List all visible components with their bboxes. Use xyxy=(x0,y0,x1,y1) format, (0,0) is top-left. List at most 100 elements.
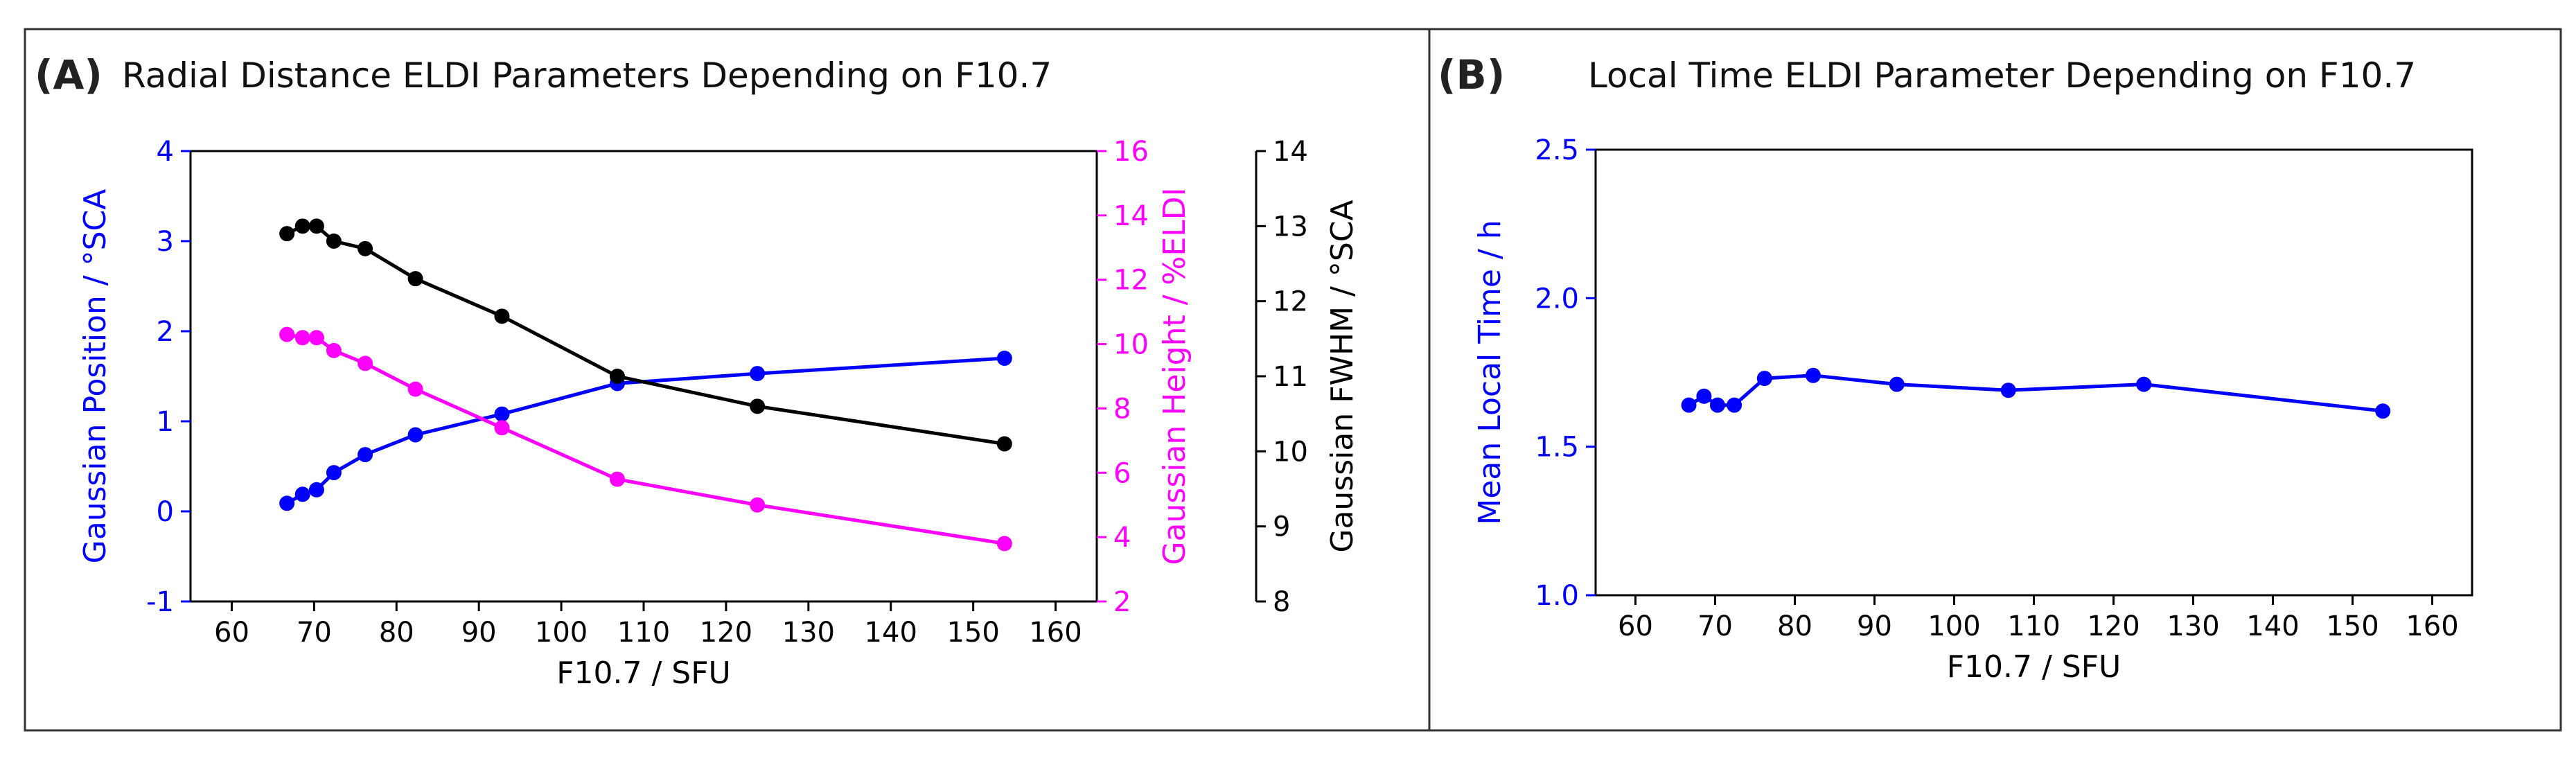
y-tick-label: 6 xyxy=(1113,457,1131,489)
data-point xyxy=(1727,397,1743,413)
y-tick-label: 4 xyxy=(1113,522,1131,554)
y-tick-label: 4 xyxy=(157,136,174,168)
data-point xyxy=(996,536,1012,552)
data-point xyxy=(279,326,295,342)
x-tick-label: 90 xyxy=(1857,610,1892,642)
x-tick-label: 70 xyxy=(1697,610,1733,642)
data-point xyxy=(279,226,295,242)
x-tick-label: 120 xyxy=(2087,610,2140,642)
y-tick-label: 1 xyxy=(157,406,174,438)
y-tick-label: 13 xyxy=(1273,211,1308,243)
data-point xyxy=(358,447,373,463)
x-tick-label: 110 xyxy=(2007,610,2060,642)
data-point xyxy=(308,482,324,498)
panel-a-letter: (A) xyxy=(35,51,103,98)
data-point xyxy=(1709,397,1725,413)
data-point xyxy=(1681,397,1697,413)
x-tick-label: 60 xyxy=(1618,610,1653,642)
plot-frame xyxy=(1594,148,2473,597)
x-tick-label: 110 xyxy=(617,617,670,649)
data-point xyxy=(407,271,423,287)
data-point xyxy=(1889,376,1905,392)
x-tick-label: 130 xyxy=(2167,610,2219,642)
x-tick-label: 150 xyxy=(946,617,999,649)
data-point xyxy=(358,355,373,371)
data-point xyxy=(494,420,510,436)
y-axis-label: Gaussian Position / °SCA xyxy=(78,189,113,564)
data-point xyxy=(2000,382,2016,398)
data-point xyxy=(1805,367,1821,383)
x-tick-label: 100 xyxy=(1927,610,1980,642)
y-tick-label: 2.5 xyxy=(1535,134,1579,166)
data-point xyxy=(294,218,310,234)
x-axis-label: F10.7 / SFU xyxy=(1947,649,2121,685)
x-tick-label: 160 xyxy=(2406,610,2458,642)
x-axis-label: F10.7 / SFU xyxy=(556,656,731,691)
data-point xyxy=(308,218,324,234)
x-tick-label: 150 xyxy=(2326,610,2379,642)
data-point xyxy=(407,381,423,397)
data-point xyxy=(358,240,373,256)
panel-b-letter: (B) xyxy=(1438,51,1505,98)
data-point xyxy=(279,495,295,511)
y-tick-label: 2.0 xyxy=(1535,283,1579,315)
x-tick-label: 120 xyxy=(700,617,752,649)
x-tick-label: 60 xyxy=(214,617,249,649)
y-tick-label: 1.5 xyxy=(1535,432,1579,464)
data-point xyxy=(750,366,766,382)
x-tick-label: 130 xyxy=(782,617,835,649)
panel-a-title: Radial Distance ELDI Parameters Dependin… xyxy=(122,55,1052,96)
y-tick-label: 14 xyxy=(1113,200,1149,232)
data-point xyxy=(996,436,1012,452)
y-axis-label: Mean Local Time / h xyxy=(1472,220,1508,525)
data-point xyxy=(494,308,510,324)
y-tick-label: 3 xyxy=(157,226,174,258)
y-tick-label: 10 xyxy=(1113,329,1149,361)
x-tick-label: 100 xyxy=(535,617,588,649)
y-tick-label: -1 xyxy=(146,586,174,618)
y-tick-label: 8 xyxy=(1273,586,1290,618)
y-axis-label: Gaussian FWHM / °SCA xyxy=(1325,200,1360,552)
series-line xyxy=(286,224,1005,446)
figure-border xyxy=(24,28,2562,732)
series-line xyxy=(1688,373,2383,413)
data-point xyxy=(750,398,766,414)
y-tick-label: 0 xyxy=(157,496,174,528)
y-tick-label: 11 xyxy=(1273,361,1308,393)
data-point xyxy=(494,406,510,422)
data-point xyxy=(326,465,342,481)
x-tick-label: 80 xyxy=(379,617,414,649)
data-point xyxy=(1756,371,1772,387)
plot-frame xyxy=(189,150,1098,603)
x-tick-label: 90 xyxy=(461,617,497,649)
chart-b: 60 70 80 90 100 110 120 130 140 150 160 F10.7 / SFU… xyxy=(1472,134,2473,685)
y-tick-label: 12 xyxy=(1113,265,1149,297)
y-tick-label: 2 xyxy=(157,316,174,348)
data-point xyxy=(294,486,310,502)
x-tick-label: 70 xyxy=(297,617,332,649)
data-point xyxy=(407,427,423,443)
data-point xyxy=(326,342,342,358)
y-tick-label: 1.0 xyxy=(1535,580,1579,612)
y-tick-label: 2 xyxy=(1113,586,1131,618)
y-tick-label: 12 xyxy=(1273,286,1308,318)
y-tick-label: 14 xyxy=(1273,136,1308,168)
y-tick-label: 8 xyxy=(1113,393,1131,425)
data-point xyxy=(996,351,1012,366)
x-tick-label: 160 xyxy=(1029,617,1082,649)
y-tick-label: 16 xyxy=(1113,136,1149,168)
data-point xyxy=(326,234,342,249)
data-point xyxy=(609,369,625,384)
data-point xyxy=(294,330,310,346)
data-point xyxy=(308,330,324,346)
x-tick-label: 80 xyxy=(1777,610,1812,642)
y-tick-label: 10 xyxy=(1273,436,1308,468)
x-tick-label: 140 xyxy=(865,617,917,649)
data-point xyxy=(750,497,766,513)
data-point xyxy=(609,471,625,487)
panel-b-title: Local Time ELDI Parameter Depending on F… xyxy=(1588,55,2416,96)
x-tick-label: 140 xyxy=(2246,610,2299,642)
y-tick-label: 9 xyxy=(1273,511,1290,543)
